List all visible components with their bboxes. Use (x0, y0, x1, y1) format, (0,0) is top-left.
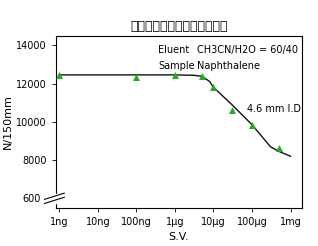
Point (172, 73, 177, 77)
Point (276, 146, 281, 150)
Title: 試料負荷量と理論段数の関係: 試料負荷量と理論段数の関係 (130, 20, 228, 33)
Text: Eluent: Eluent (158, 45, 189, 55)
Point (211, 85, 216, 89)
Point (229, 108, 234, 112)
X-axis label: S.V.: S.V. (169, 232, 189, 243)
Point (249, 123, 254, 127)
Bar (41, 194, 71, 203)
Text: 4.6 mm I.D.: 4.6 mm I.D. (247, 104, 304, 114)
Point (57, 73, 62, 77)
Text: Naphthalene: Naphthalene (197, 61, 260, 71)
Text: CH3CN/H2O = 60/40: CH3CN/H2O = 60/40 (197, 45, 298, 55)
Y-axis label: N/150mm: N/150mm (3, 94, 13, 149)
Point (199, 74, 204, 78)
Text: Sample: Sample (158, 61, 195, 71)
Point (134, 75, 139, 79)
